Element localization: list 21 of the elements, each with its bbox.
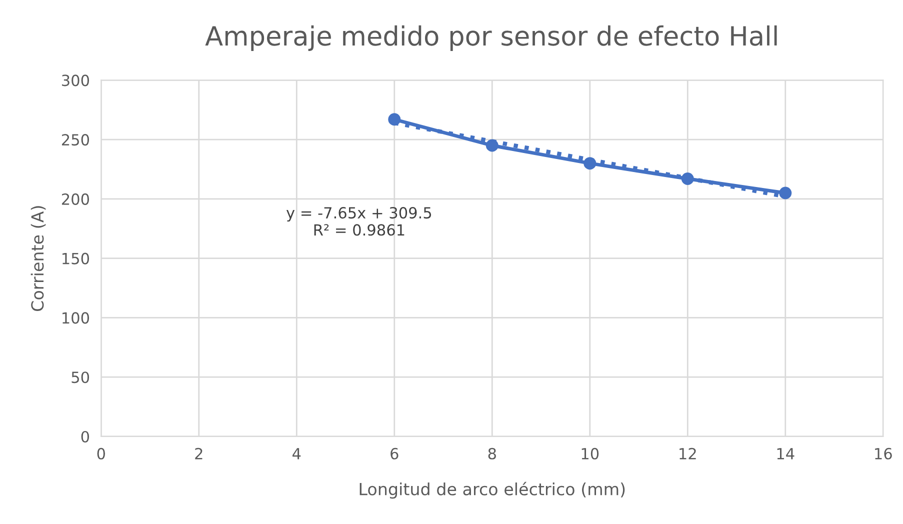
y-tick-label: 150 [62,252,90,264]
point [779,186,792,200]
y-tick-label: 300 [62,74,90,86]
y-tick-label: 100 [62,312,90,324]
x-tick-label: 16 [875,448,892,460]
x-axis-title: Longitud de arco eléctrico (mm) [360,482,625,499]
x-tick-label: 4 [292,448,301,460]
y-axis-title: Corriente (A) [30,206,46,311]
chart-title: Amperaje medido por sensor de efecto Hall [205,25,777,51]
x-tick-label: 0 [97,448,105,460]
x-tick-label: 8 [488,448,496,460]
y-tick-label: 50 [72,372,90,384]
y-tick-label: 200 [62,193,90,205]
y-tick-label: 250 [62,134,90,146]
x-tick-label: 12 [680,448,696,460]
x-tick-label: 2 [195,448,202,460]
annotation: y = -7.65x + 309.5 R² = 0.9861 [286,207,432,236]
x-tick-label: 6 [390,448,398,460]
y-tick-label: 0 [81,430,90,443]
x-tick-label: 14 [777,448,794,460]
x-tick-label: 10 [582,448,599,460]
